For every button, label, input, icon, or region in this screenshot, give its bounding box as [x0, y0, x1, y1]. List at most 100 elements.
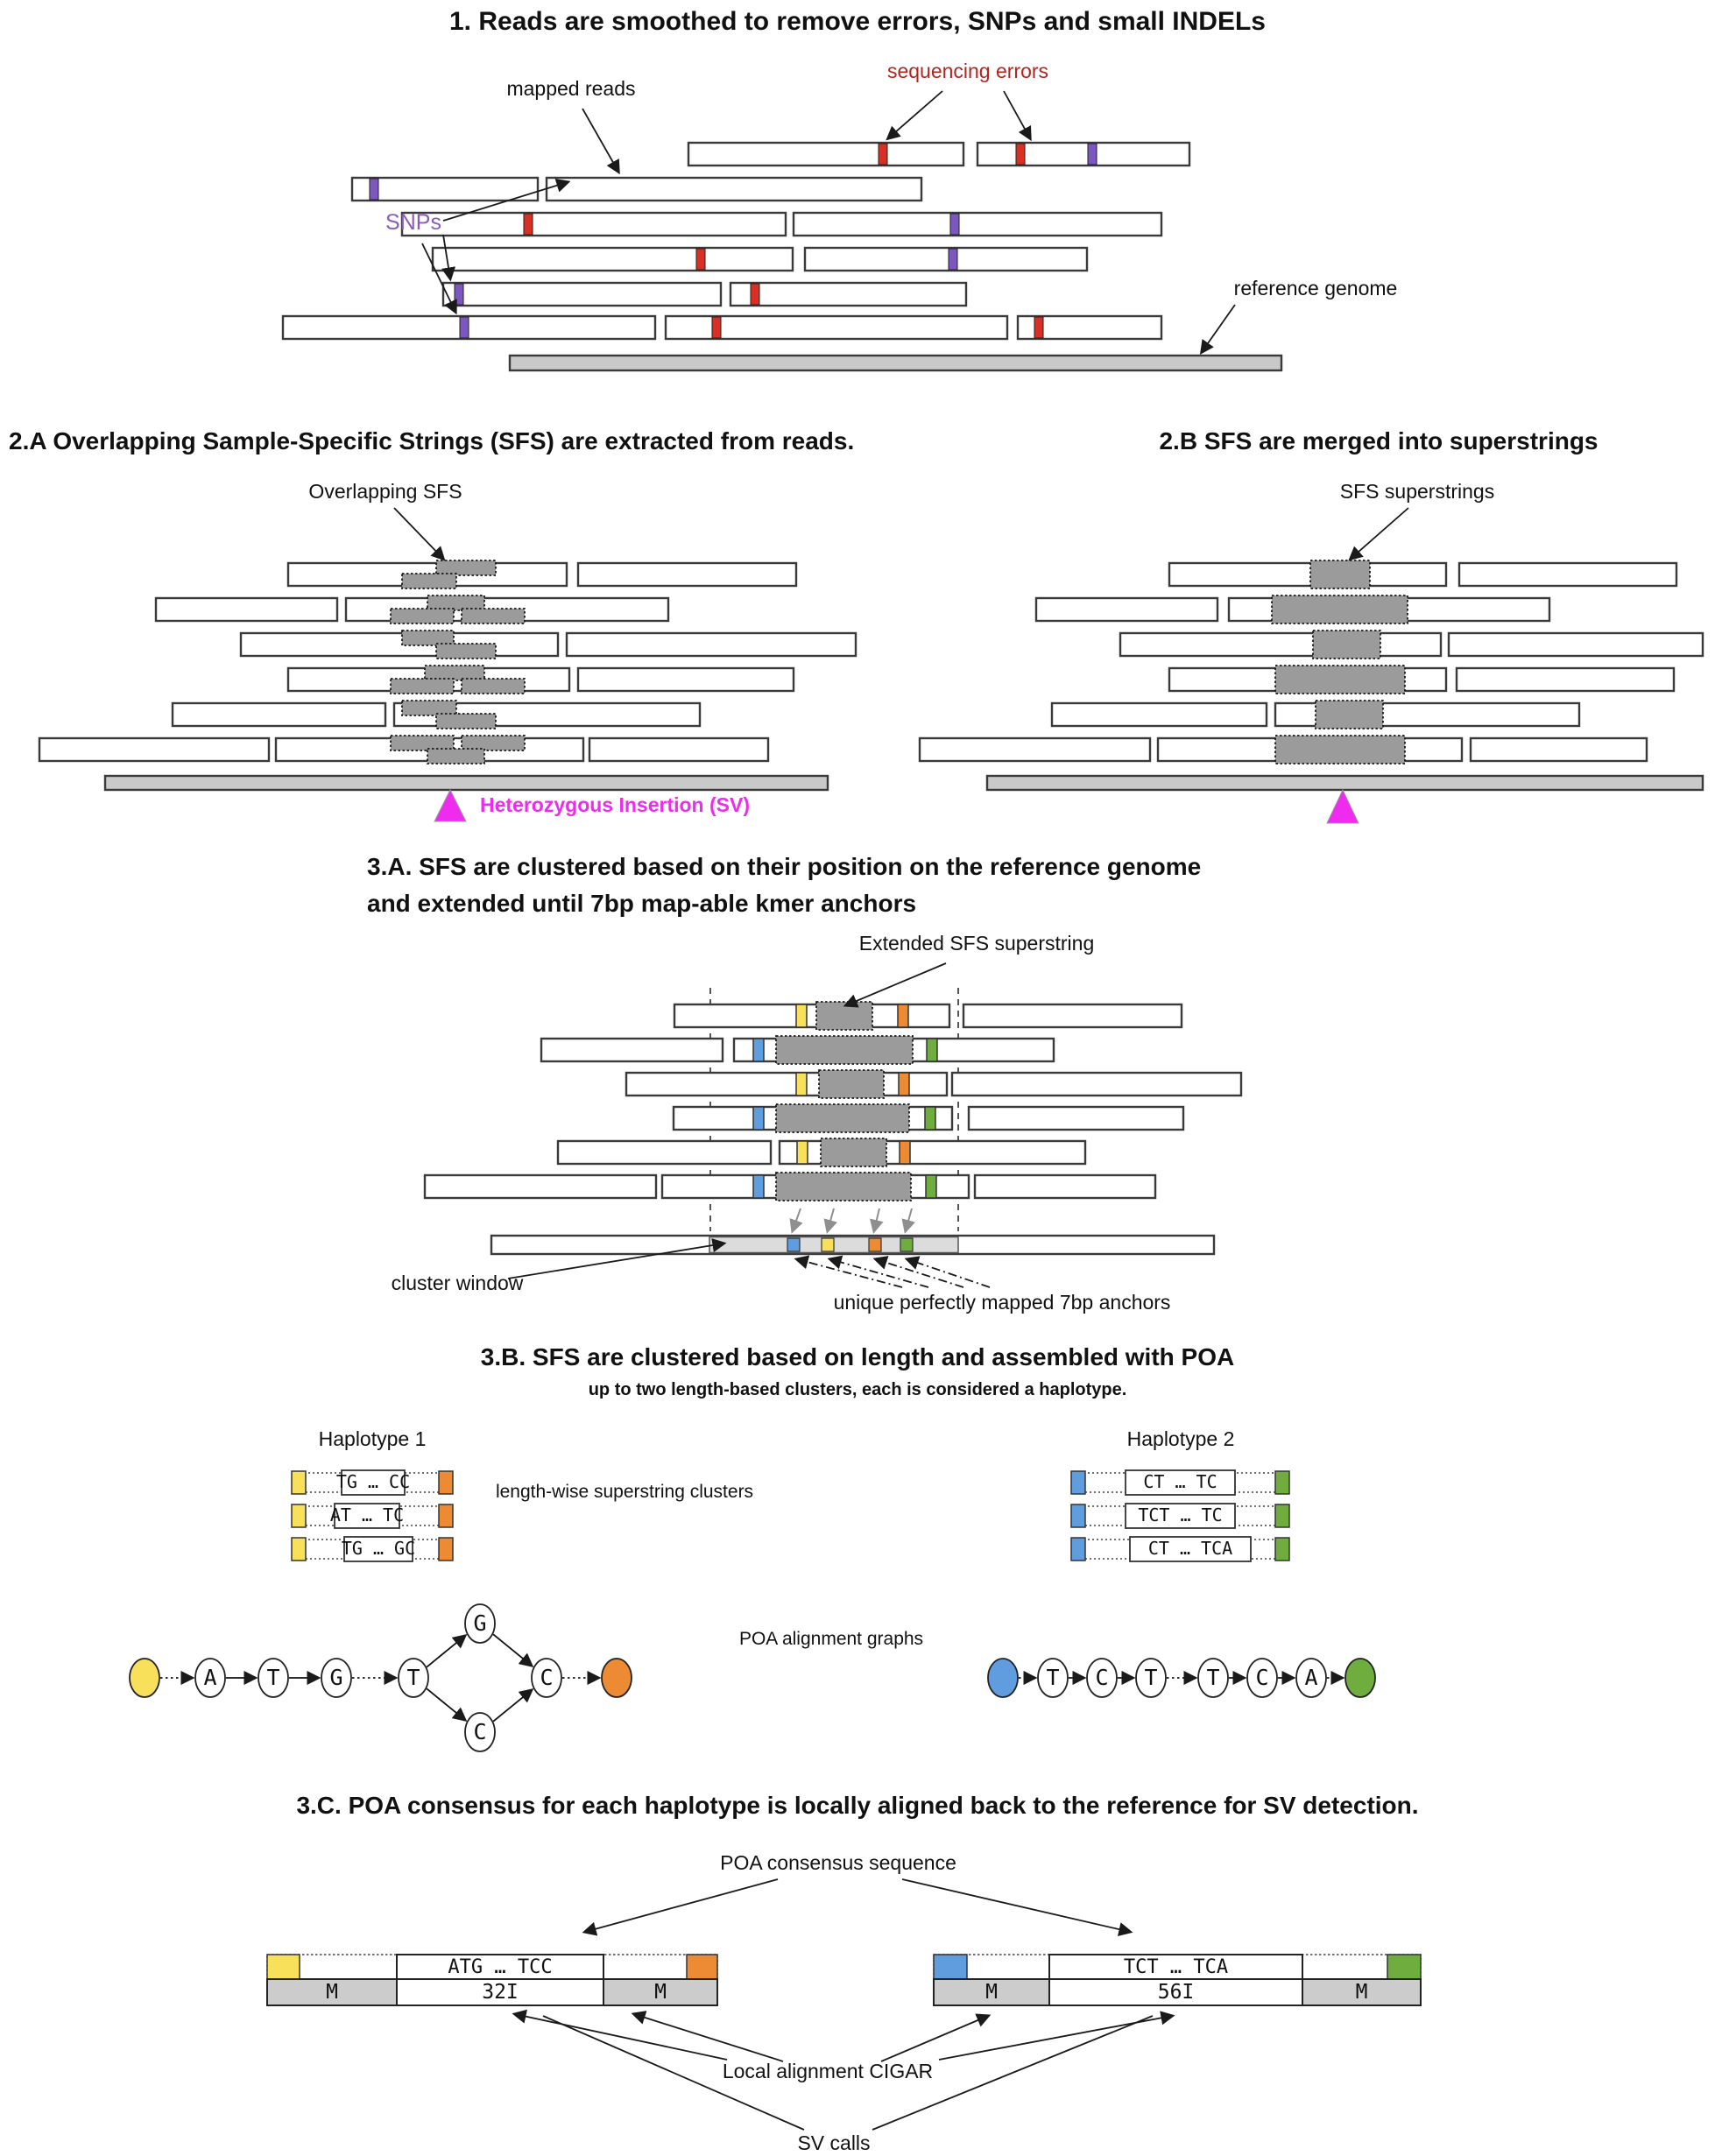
lengthwise-clusters-label: length-wise superstring clusters	[495, 1482, 754, 1502]
section3a-title-line2: and extended until 7bp map-able kmer anc…	[367, 890, 917, 917]
heterozygous-insertion-label: Heterozygous Insertion (SV)	[480, 793, 750, 816]
yellow-anchor	[821, 1237, 835, 1252]
poa-edge	[426, 1687, 468, 1723]
read	[803, 246, 1089, 272]
poa-terminal-node	[1344, 1658, 1376, 1698]
read	[441, 281, 723, 307]
superstring-seq: TG … GC	[342, 1538, 415, 1559]
superstring-seq-box	[1125, 1503, 1236, 1529]
superstring-seq: AT … TC	[330, 1504, 404, 1525]
green-anchor	[1274, 1537, 1290, 1561]
read	[625, 1071, 949, 1097]
sfs-block	[461, 608, 526, 624]
cigar-cell	[1048, 1978, 1303, 2006]
poa-consensus-label: POA consensus sequence	[720, 1851, 956, 1874]
annotation-arrow	[512, 2009, 728, 2061]
poa-node-label: C	[473, 1719, 486, 1744]
poa-node-label: C	[1255, 1665, 1268, 1690]
read	[576, 561, 798, 588]
annotation-arrow	[421, 243, 457, 315]
sfs-block	[1271, 595, 1408, 624]
cigar-op: M	[985, 1981, 998, 2004]
annotation-arrow	[794, 1255, 903, 1288]
reference-genome-bar	[508, 354, 1283, 372]
green-anchor	[1274, 1504, 1290, 1528]
sfs-block	[775, 1035, 914, 1065]
poa-node	[194, 1658, 226, 1698]
annotation-arrow	[631, 2011, 784, 2062]
sequencing-error-mark	[878, 143, 888, 166]
haplotype1-title: Haplotype 1	[318, 1427, 427, 1450]
sfs-block	[435, 560, 497, 576]
sfs-block	[461, 678, 526, 694]
read	[976, 141, 1191, 167]
cigar-cell	[396, 1978, 604, 2006]
sfs-block	[401, 630, 455, 646]
read	[729, 281, 968, 307]
read	[664, 314, 1009, 341]
poa-node	[464, 1603, 496, 1644]
sfs-block	[435, 713, 497, 729]
annotation-arrow	[1348, 507, 1409, 561]
sfs-block	[424, 665, 485, 681]
poa-node-label: C	[1095, 1665, 1108, 1690]
read	[576, 666, 795, 693]
sfs-block	[818, 1069, 885, 1099]
poa-node-label: A	[1304, 1665, 1317, 1690]
sfs-block	[401, 700, 457, 716]
cigar-op: M	[654, 1981, 667, 2004]
blue-kmer-anchor	[752, 1038, 765, 1062]
sfs-block	[1309, 560, 1371, 589]
cigar-cell	[933, 1978, 1050, 2006]
orange-kmer-anchor	[897, 1004, 909, 1028]
orange-anchor	[868, 1237, 882, 1252]
cigar-op: M	[1356, 1981, 1368, 2004]
sfs-superstrings-label: SFS superstrings	[1339, 480, 1495, 503]
orange-kmer-anchor	[898, 1072, 910, 1096]
cigar-op: 56I	[1158, 1981, 1195, 2004]
poa-node-label: T	[1046, 1665, 1059, 1690]
superstring-seq: TG … CC	[336, 1471, 410, 1492]
local-alignment-cigar-label: Local alignment CIGAR	[722, 2060, 934, 2082]
orange-anchor	[438, 1537, 454, 1561]
poa-node	[1037, 1658, 1069, 1698]
annotation-arrow	[880, 2013, 992, 2062]
yellow-anchor	[291, 1537, 307, 1561]
superstring-seq-box	[1129, 1536, 1252, 1562]
poa-edge	[492, 1687, 534, 1723]
yellow-kmer-anchor	[795, 1004, 808, 1028]
snps-label: SNPs	[385, 210, 441, 235]
section3c-title: 3.C. POA consensus for each haplotype is…	[296, 1792, 1419, 1819]
consensus-seq: TCT … TCA	[1124, 1956, 1228, 1978]
annotation-arrow	[843, 962, 947, 1008]
poa-terminal-node	[987, 1658, 1019, 1698]
annotation-arrow	[1003, 90, 1032, 142]
poa-node	[1135, 1658, 1167, 1698]
read	[545, 176, 923, 202]
blue-kmer-anchor	[752, 1106, 765, 1131]
read	[38, 736, 271, 763]
read	[431, 246, 794, 272]
poa-edge	[492, 1633, 534, 1668]
insertion-sv-marker	[1326, 788, 1359, 824]
green-anchor	[1274, 1470, 1290, 1495]
cigar-cell	[266, 1978, 398, 2006]
reference-genome-label: reference genome	[1233, 277, 1398, 299]
snp-mark	[459, 316, 469, 339]
annotation-arrow	[904, 1256, 991, 1288]
annotation-arrow	[827, 1255, 929, 1288]
read	[687, 141, 965, 167]
read	[918, 736, 1152, 763]
read	[171, 701, 387, 728]
insertion-sv-marker	[434, 788, 467, 822]
read	[1457, 561, 1678, 588]
green-kmer-anchor	[926, 1038, 938, 1062]
yellow-kmer-anchor	[796, 1140, 808, 1165]
read	[565, 631, 858, 658]
read	[1455, 666, 1676, 693]
sfs-block	[390, 735, 455, 751]
sfs-block	[427, 748, 485, 764]
green-kmer-anchor	[925, 1174, 937, 1199]
poa-edge	[426, 1633, 468, 1668]
annotation-arrow	[901, 1208, 915, 1234]
